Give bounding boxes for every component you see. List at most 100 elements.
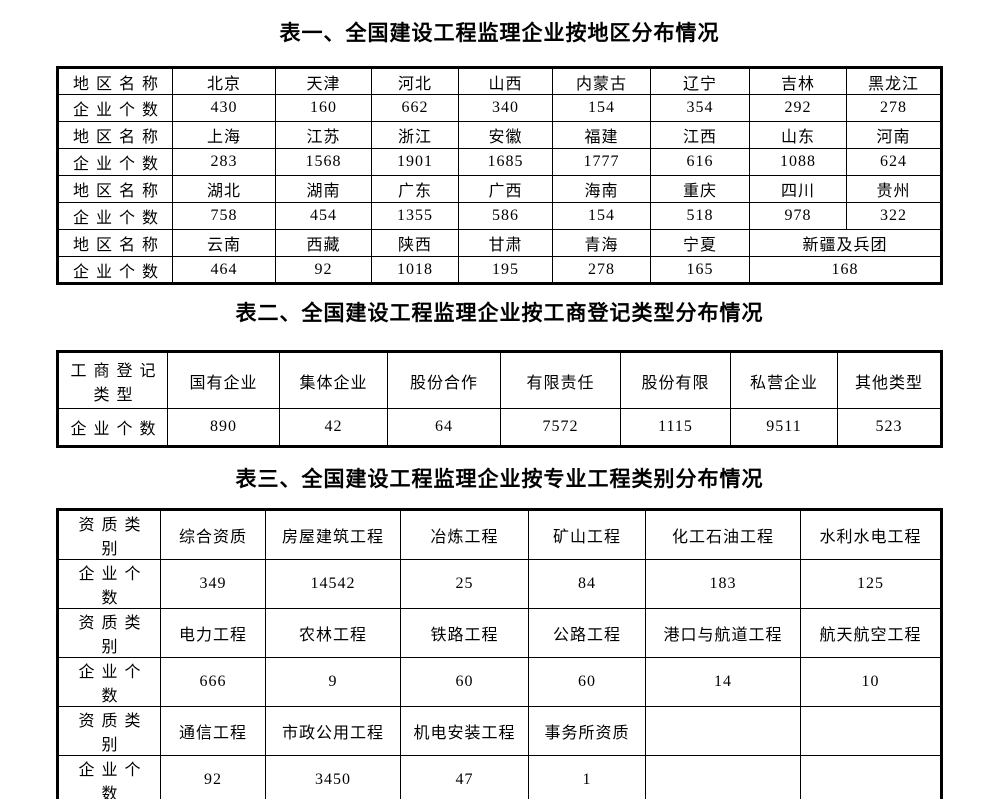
- table-cell: 84: [528, 559, 646, 609]
- table-cell: 私营企业: [730, 351, 838, 409]
- table-cell: 624: [846, 148, 942, 176]
- table-cell: 125: [800, 559, 942, 609]
- table-cell: 10: [800, 657, 942, 707]
- table-cell: 64: [387, 408, 501, 447]
- table-row: 地区名称 湖北 湖南 广东 广西 海南 重庆 四川 贵州: [57, 175, 942, 203]
- table-cell: 房屋建筑工程: [265, 509, 401, 560]
- table-cell: 吉林: [749, 67, 847, 95]
- table-cell: 168: [749, 256, 942, 284]
- table-cell: 航天航空工程: [800, 608, 942, 658]
- table-cell: 河南: [846, 121, 942, 149]
- table-cell: [800, 755, 942, 799]
- table-cell: 化工石油工程: [645, 509, 801, 560]
- table-cell: 矿山工程: [528, 509, 646, 560]
- row-label-cell: 资质类别: [57, 706, 161, 756]
- table-cell: 183: [645, 559, 801, 609]
- table-cell: 154: [552, 202, 651, 230]
- table-cell: 股份有限: [620, 351, 731, 409]
- table-cell: 浙江: [371, 121, 459, 149]
- table-row: 企业个数 92 3450 47 1: [57, 755, 942, 799]
- table-cell: 广西: [458, 175, 553, 203]
- table-cell: 海南: [552, 175, 651, 203]
- row-label-cell: 资质类别: [57, 608, 161, 658]
- table-row: 企业个数 890 42 64 7572 1115 9511 523: [57, 408, 942, 447]
- table-cell: [645, 755, 801, 799]
- table-cell: 电力工程: [160, 608, 266, 658]
- table-cell: 重庆: [650, 175, 750, 203]
- table-cell: 1088: [749, 148, 847, 176]
- table-cell: 1685: [458, 148, 553, 176]
- table2-title: 表二、全国建设工程监理企业按工商登记类型分布情况: [235, 302, 764, 325]
- table-cell: 安徽: [458, 121, 553, 149]
- row-label-cell: 企业个数: [57, 202, 173, 230]
- table-cell: 其他类型: [837, 351, 942, 409]
- table-cell: 1115: [620, 408, 731, 447]
- table-cell: 523: [837, 408, 942, 447]
- table-cell: 616: [650, 148, 750, 176]
- row-label-cell: 企业个数: [57, 657, 161, 707]
- table-cell: 1: [528, 755, 646, 799]
- table-cell: 586: [458, 202, 553, 230]
- row-label-cell: 地区名称: [57, 175, 173, 203]
- table-cell: 47: [400, 755, 529, 799]
- table-cell: 92: [160, 755, 266, 799]
- table-cell: 14542: [265, 559, 401, 609]
- table-cell: 宁夏: [650, 229, 750, 257]
- table-cell: 内蒙古: [552, 67, 651, 95]
- table-cell: 股份合作: [387, 351, 501, 409]
- table-cell: 14: [645, 657, 801, 707]
- table-cell: 322: [846, 202, 942, 230]
- row-label-cell: 企业个数: [57, 256, 173, 284]
- table-cell: 195: [458, 256, 553, 284]
- table-cell: 云南: [172, 229, 276, 257]
- table-cell: 978: [749, 202, 847, 230]
- table-cell: 机电安装工程: [400, 706, 529, 756]
- table-cell: 北京: [172, 67, 276, 95]
- table-cell: 集体企业: [279, 351, 388, 409]
- table-cell: 广东: [371, 175, 459, 203]
- table-cell: 陕西: [371, 229, 459, 257]
- table-cell: 1355: [371, 202, 459, 230]
- table-cell: 354: [650, 94, 750, 122]
- row-label-cell: 企业个数: [57, 148, 173, 176]
- row-label-cell: 工商登记 类型: [57, 351, 168, 409]
- table-row: 地区名称 北京 天津 河北 山西 内蒙古 辽宁 吉林 黑龙江: [57, 67, 942, 95]
- table-cell: 辽宁: [650, 67, 750, 95]
- table-row: 企业个数 758 454 1355 586 154 518 978 322: [57, 202, 942, 230]
- table-cell: 60: [528, 657, 646, 707]
- table-cell: 1777: [552, 148, 651, 176]
- table-cell: 国有企业: [167, 351, 280, 409]
- table-cell: 公路工程: [528, 608, 646, 658]
- table-cell: 1018: [371, 256, 459, 284]
- table-cell: 西藏: [275, 229, 372, 257]
- table-row: 企业个数 666 9 60 60 14 10: [57, 657, 942, 707]
- table-cell: 上海: [172, 121, 276, 149]
- table-row: 企业个数 349 14542 25 84 183 125: [57, 559, 942, 609]
- table-cell: 278: [552, 256, 651, 284]
- table-row: 资质类别 综合资质 房屋建筑工程 冶炼工程 矿山工程 化工石油工程 水利水电工程: [57, 509, 942, 560]
- table-cell: 758: [172, 202, 276, 230]
- table-row: 企业个数 430 160 662 340 154 354 292 278: [57, 94, 942, 122]
- table-registration-type: 工商登记 类型 国有企业 集体企业 股份合作 有限责任 股份有限 私营企业 其他类型 企业个数 8…: [56, 350, 943, 448]
- table-cell: 42: [279, 408, 388, 447]
- table-cell: 430: [172, 94, 276, 122]
- table-cell: 港口与航道工程: [645, 608, 801, 658]
- table-cell: 454: [275, 202, 372, 230]
- table-cell: 山东: [749, 121, 847, 149]
- table-row: 企业个数 464 92 1018 195 278 165 168: [57, 256, 942, 284]
- table-cell: 1901: [371, 148, 459, 176]
- table-cell: 冶炼工程: [400, 509, 529, 560]
- table-row: 工商登记 类型 国有企业 集体企业 股份合作 有限责任 股份有限 私营企业 其他类型: [57, 351, 942, 409]
- table-cell: 25: [400, 559, 529, 609]
- row-label-cell: 资质类别: [57, 509, 161, 560]
- table-cell: 662: [371, 94, 459, 122]
- table-cell: 河北: [371, 67, 459, 95]
- row-label-cell: 企业个数: [57, 94, 173, 122]
- table-cell: [800, 706, 942, 756]
- table-cell: 154: [552, 94, 651, 122]
- table-row: 地区名称 上海 江苏 浙江 安徽 福建 江西 山东 河南: [57, 121, 942, 149]
- table1-title: 表一、全国建设工程监理企业按地区分布情况: [279, 22, 720, 45]
- table-row: 资质类别 通信工程 市政公用工程 机电安装工程 事务所资质: [57, 706, 942, 756]
- table-cell: 278: [846, 94, 942, 122]
